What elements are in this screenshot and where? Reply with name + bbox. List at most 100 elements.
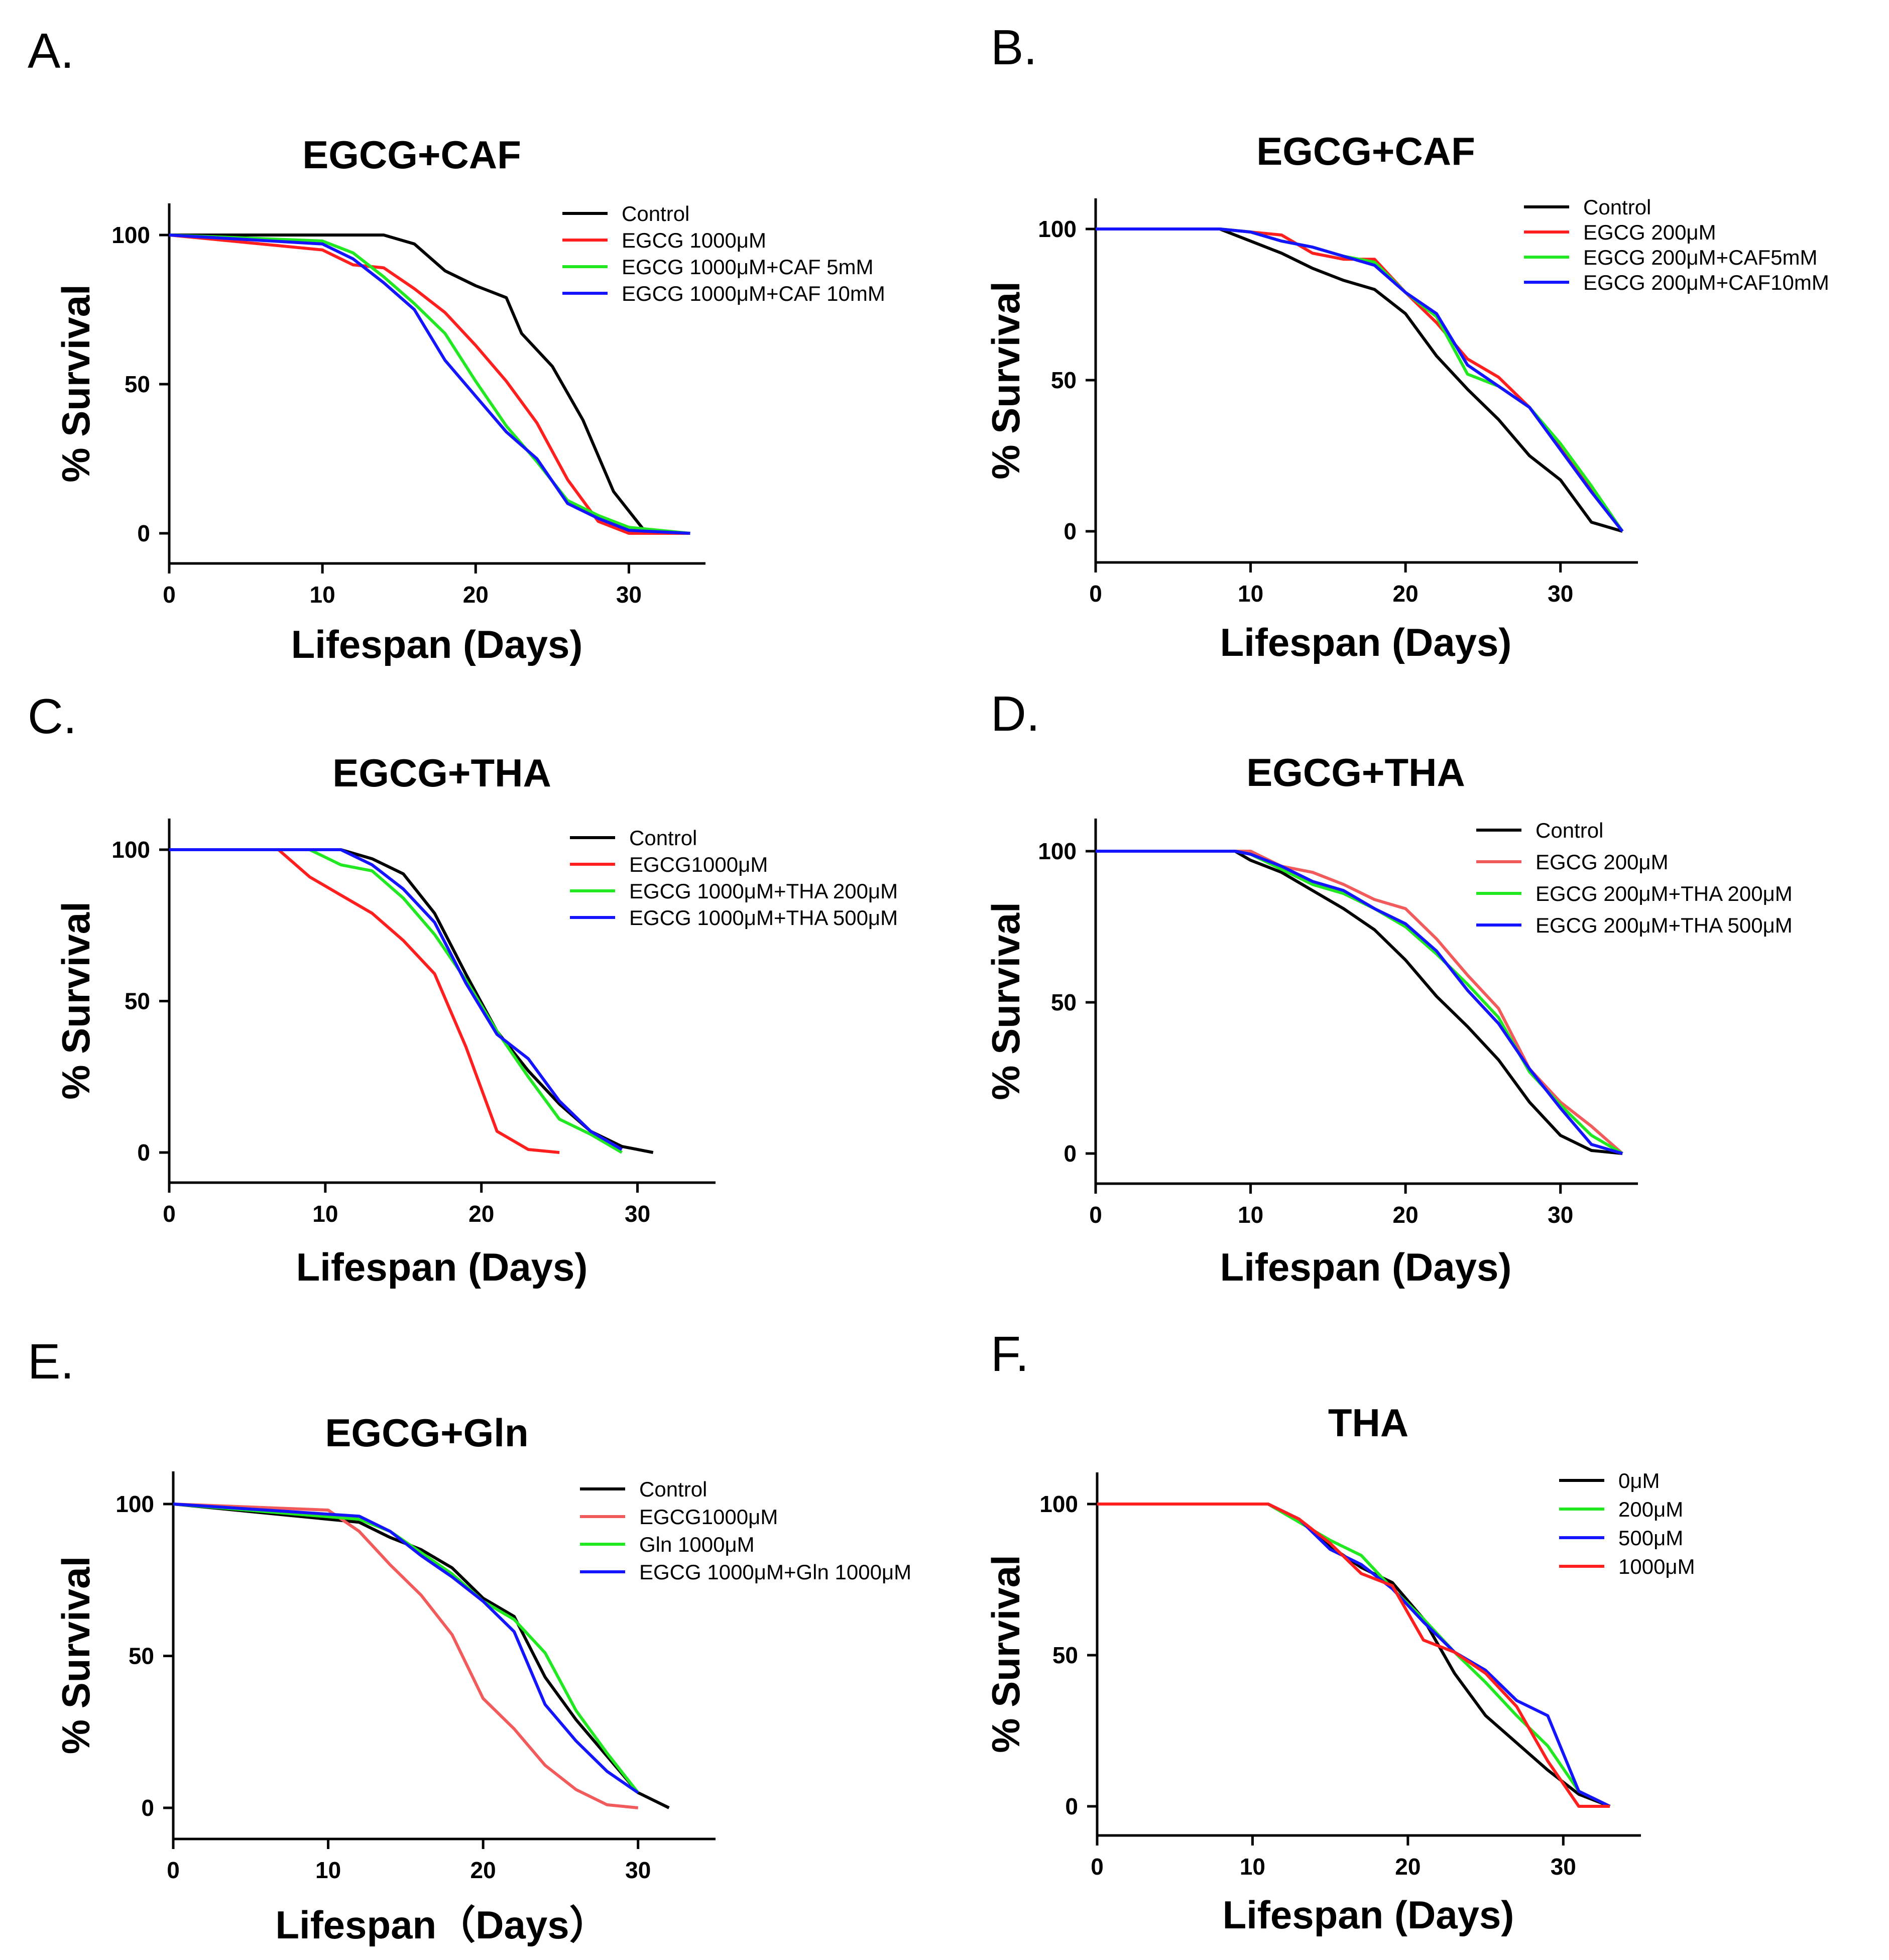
panel-c: C. EGCG+THA 0 50 100 0 10 20 30 Lifespan (Days) % … (28, 688, 898, 1289)
series-line (169, 848, 623, 1154)
x-tick-label: 30 (625, 1857, 651, 1883)
series-line (173, 1503, 670, 1809)
legend-label: Control (1536, 819, 1603, 842)
legend-label: EGCG 200μM (1583, 220, 1716, 244)
x-tick-label: 30 (1551, 1854, 1576, 1880)
y-tick-label: 50 (1052, 1642, 1078, 1668)
y-tick-label: 100 (1038, 216, 1077, 242)
x-tick-label: 20 (463, 582, 489, 608)
series-line (1097, 1503, 1611, 1808)
legend-label: EGCG 200μM+CAF5mM (1583, 246, 1817, 269)
y-tick-label: 50 (1051, 367, 1077, 393)
y-tick-label: 0 (137, 520, 150, 546)
series-line (169, 848, 623, 1151)
series-line (1097, 1503, 1610, 1808)
x-tick-label: 0 (1089, 1202, 1102, 1228)
panel-label: F. (991, 1326, 1029, 1381)
y-tick-label: 100 (1038, 838, 1077, 864)
y-tick-label: 100 (1039, 1491, 1078, 1517)
legend-label: Control (622, 202, 689, 225)
x-tick-label: 0 (167, 1857, 180, 1883)
series-line (173, 1503, 638, 1809)
legend-label: EGCG 1000μM+Gln 1000μM (639, 1560, 911, 1584)
x-tick-label: 0 (163, 1201, 176, 1227)
panel-label: E. (28, 1334, 74, 1389)
legend-label: EGCG 1000μM (622, 228, 766, 252)
series-line (1096, 227, 1624, 532)
y-tick-label: 50 (129, 1643, 154, 1669)
panel-label: B. (991, 20, 1037, 75)
panel-b: B. EGCG+CAF 0 50 100 0 10 20 30 Lifespan (Days) % … (984, 20, 1829, 664)
legend: Control EGCG 1000μM EGCG 1000μM+CAF 5mM EGC… (562, 202, 885, 305)
y-tick-label: 50 (125, 988, 150, 1014)
y-tick-label: 0 (1064, 1140, 1077, 1167)
x-tick-label: 0 (1091, 1854, 1104, 1880)
x-tick-label: 30 (625, 1201, 650, 1227)
x-tick-label: 20 (1393, 1202, 1419, 1228)
y-tick-label: 0 (141, 1795, 154, 1821)
chart-title: EGCG+CAF (302, 133, 521, 177)
series-line (173, 1503, 640, 1794)
legend-label: 200μM (1618, 1497, 1683, 1521)
series-line (169, 234, 690, 535)
x-tick-label: 30 (616, 582, 642, 608)
legend-label: 1000μM (1618, 1555, 1695, 1578)
chart-title: EGCG+THA (332, 751, 551, 795)
series-line (169, 234, 690, 535)
legend-label: Control (639, 1477, 707, 1501)
chart-title: EGCG+THA (1246, 750, 1465, 794)
panel-e: E. EGCG+Gln 0 50 100 0 10 20 30 Lifespan（Days） % S… (28, 1334, 911, 1947)
x-tick-label: 10 (1238, 1202, 1263, 1228)
series-line (169, 234, 690, 535)
legend-label: 0μM (1618, 1469, 1660, 1492)
legend-label: EGCG 1000μM+CAF 10mM (622, 282, 885, 305)
legend-label: Gln 1000μM (639, 1533, 755, 1556)
series-line (1097, 1503, 1611, 1808)
series-line (1096, 227, 1624, 532)
y-axis-label: % Survival (984, 1555, 1028, 1753)
y-tick-label: 50 (125, 371, 150, 397)
x-tick-label: 30 (1548, 581, 1573, 607)
x-tick-label: 10 (310, 582, 335, 608)
chart-title: EGCG+CAF (1256, 129, 1475, 173)
y-axis-label: % Survival (984, 902, 1028, 1100)
x-tick-label: 30 (1548, 1202, 1573, 1228)
x-tick-label: 0 (1089, 581, 1102, 607)
x-tick-label: 20 (1393, 581, 1419, 607)
y-axis-label: % Survival (54, 1556, 98, 1755)
x-axis-label: Lifespan (Days) (1223, 1893, 1514, 1937)
series-line (1096, 227, 1624, 532)
y-tick-label: 100 (115, 1491, 154, 1517)
panel-d: D. EGCG+THA 0 50 100 0 10 20 30 Lifespan (Days) % … (984, 686, 1793, 1289)
legend-label: Control (1583, 195, 1651, 219)
panel-f: F. THA 0 50 100 0 10 20 30 Lifespan (Days) % Survi… (984, 1326, 1695, 1937)
legend-label: EGCG 200μM (1536, 850, 1669, 874)
series-line (1096, 850, 1623, 1155)
panel-label: C. (28, 688, 77, 744)
y-tick-label: 100 (111, 837, 150, 863)
y-axis-label: % Survival (984, 281, 1028, 480)
x-axis-label: Lifespan (Days) (1220, 620, 1512, 664)
y-tick-label: 100 (111, 222, 150, 248)
legend-label: EGCG 200μM+THA 500μM (1536, 913, 1793, 937)
series-line (169, 848, 654, 1154)
y-tick-label: 0 (137, 1139, 150, 1166)
x-axis-label: Lifespan (Days) (296, 1245, 588, 1289)
legend: 0μM 200μM 500μM 1000μM (1559, 1469, 1695, 1578)
legend: Control EGCG1000μM EGCG 1000μM+THA 200μM EG… (570, 826, 898, 930)
legend-label: EGCG1000μM (639, 1505, 778, 1529)
legend-label: 500μM (1618, 1526, 1683, 1550)
legend-label: EGCG 200μM+CAF10mM (1583, 271, 1829, 294)
x-tick-label: 20 (468, 1201, 494, 1227)
legend-label: EGCG 1000μM+THA 500μM (629, 906, 898, 930)
series-line (169, 234, 690, 535)
legend-label: EGCG1000μM (629, 853, 768, 876)
panel-label: D. (991, 686, 1040, 741)
series-line (1097, 1503, 1611, 1808)
x-axis-label: Lifespan (Days) (291, 622, 583, 666)
x-tick-label: 10 (1238, 581, 1263, 607)
x-tick-label: 0 (163, 582, 176, 608)
series-line (1096, 850, 1624, 1155)
